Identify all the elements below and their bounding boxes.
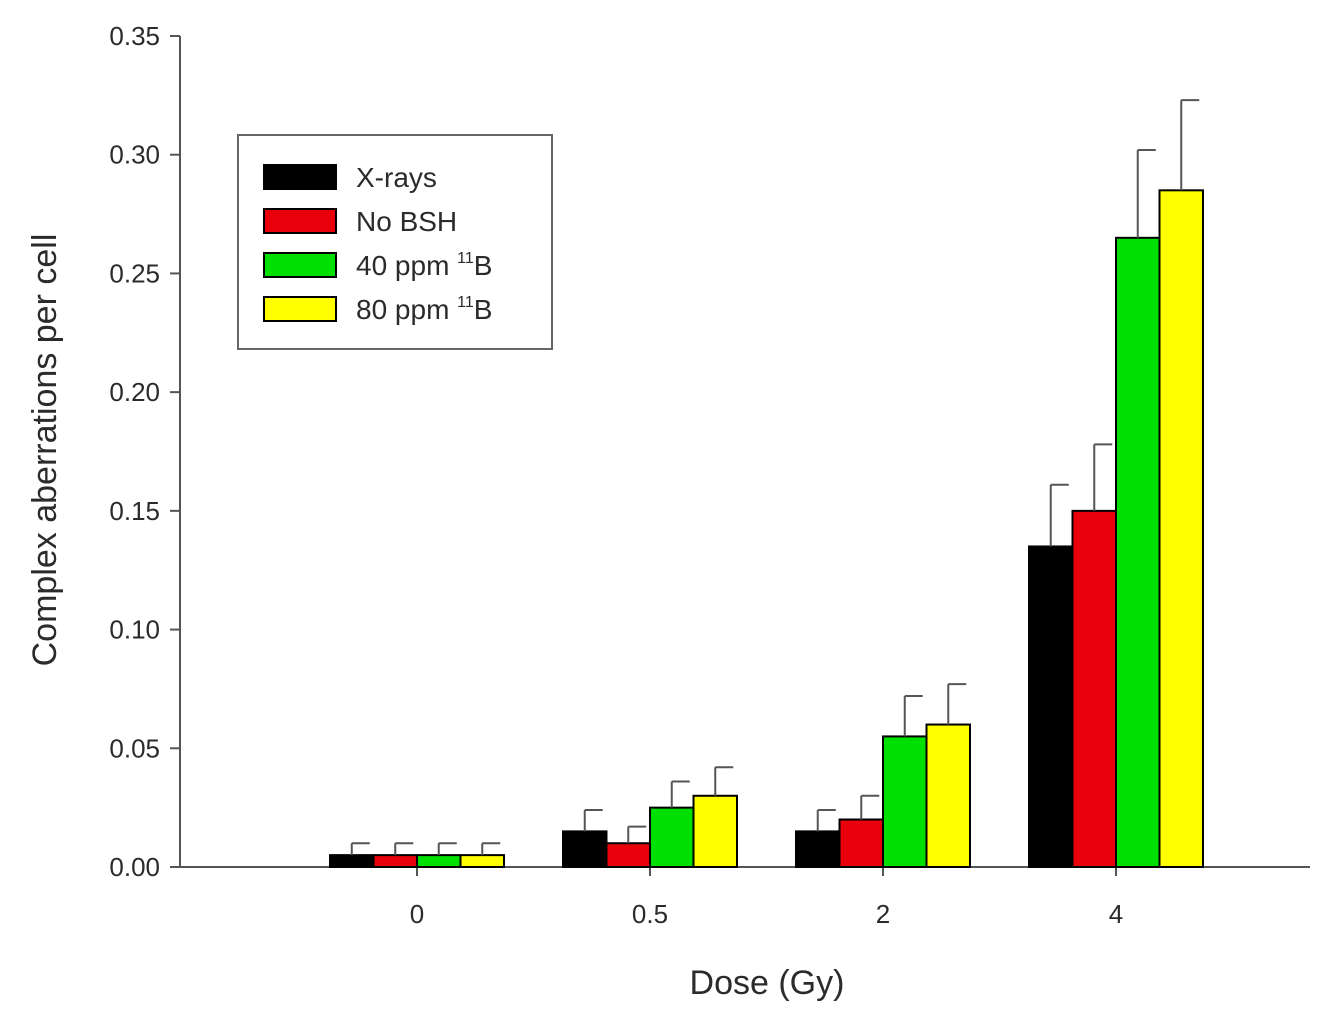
- x-tick-label: 0.5: [632, 899, 668, 929]
- bar: [605, 842, 651, 868]
- bar: [1115, 236, 1161, 869]
- y-tick-label: 0.35: [109, 21, 160, 51]
- y-tick-label: 0.10: [109, 615, 160, 645]
- y-tick-label: 0.05: [109, 733, 160, 763]
- legend-swatch: [263, 252, 337, 278]
- legend-swatch: [263, 164, 337, 190]
- bar: [416, 854, 462, 869]
- y-tick-label: 0.20: [109, 377, 160, 407]
- x-tick-label: 0: [410, 899, 424, 929]
- bar: [1071, 509, 1117, 868]
- bar: [372, 854, 418, 869]
- y-axis-title: Complex aberrations per cell: [26, 234, 64, 667]
- legend-swatch: [263, 208, 337, 234]
- bar: [329, 854, 375, 869]
- y-tick-label: 0.00: [109, 852, 160, 882]
- bar: [838, 818, 884, 868]
- legend-label: 80 ppm 11B: [356, 294, 492, 325]
- bar: [1158, 189, 1204, 869]
- legend-label: No BSH: [356, 206, 457, 237]
- y-tick-label: 0.30: [109, 140, 160, 170]
- legend-label: 40 ppm 11B: [356, 250, 492, 281]
- bar: [925, 723, 971, 868]
- legend: X-rays No BSH 40 ppm 11B 80 ppm 11B: [237, 134, 553, 350]
- bar: [692, 794, 738, 868]
- y-tick-label: 0.25: [109, 258, 160, 288]
- bar: [795, 830, 841, 869]
- bars: [329, 189, 1204, 869]
- legend-swatch: [263, 296, 337, 322]
- y-tick-label: 0.15: [109, 496, 160, 526]
- x-tick-label: 4: [1109, 899, 1123, 929]
- x-tick-label: 2: [876, 899, 890, 929]
- bar: [562, 830, 608, 869]
- bar: [1028, 545, 1074, 868]
- error-bars: [350, 99, 1200, 856]
- axes: 0.00 0.05 0.10 0.15 0.20 0.25 0.30 0.35 0 0.5 2 4: [109, 21, 1310, 929]
- bar: [882, 735, 928, 869]
- legend-label: X-rays: [356, 162, 437, 193]
- bar: [649, 806, 695, 869]
- x-axis-title: Dose (Gy): [690, 964, 845, 1002]
- bar: [459, 854, 505, 869]
